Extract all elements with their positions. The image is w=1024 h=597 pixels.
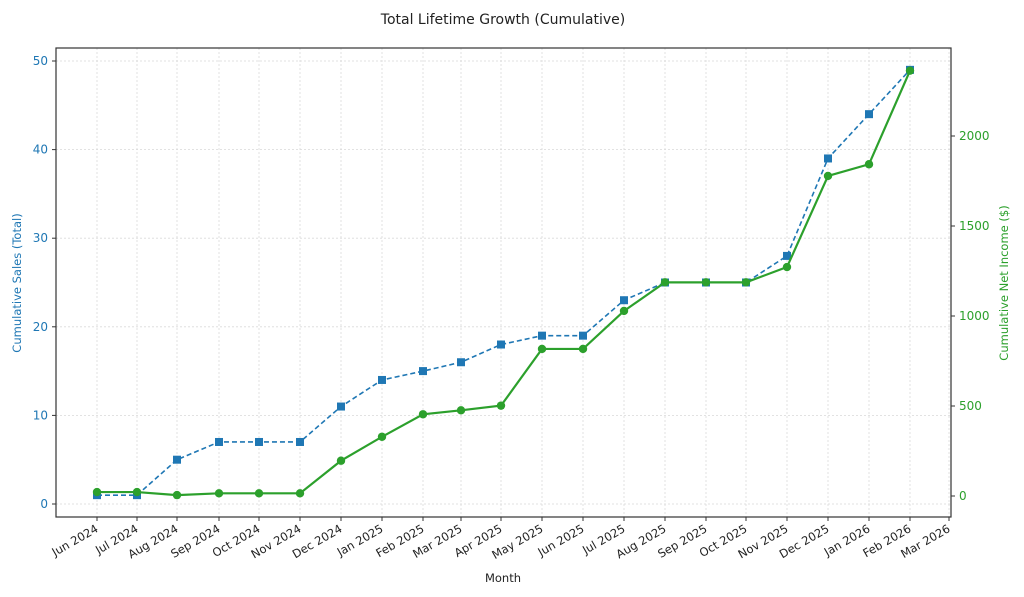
data-point [378, 375, 386, 384]
right-y-axis: 0 500 1000 1500 2000 [951, 129, 990, 503]
data-point [905, 66, 915, 75]
data-point [619, 306, 629, 316]
data-point [620, 296, 628, 305]
data-point [214, 489, 224, 498]
data-point [456, 406, 466, 415]
data-point [741, 278, 751, 287]
grid-lines [56, 48, 951, 517]
data-point [336, 456, 346, 465]
series-line [97, 69, 911, 496]
left-y-axis: 0 10 20 30 40 50 [33, 54, 56, 511]
x-axis-label: Month [485, 571, 521, 585]
plot-area [92, 65, 915, 500]
data-point [782, 262, 792, 272]
data-point [172, 490, 182, 500]
data-point [92, 487, 102, 497]
right-tick-label: 2000 [959, 129, 990, 143]
left-y-axis-label: Cumulative Sales (Total) [10, 213, 24, 352]
plot-frame [55, 47, 952, 518]
right-tick-label: 0 [959, 489, 967, 503]
data-point [537, 344, 547, 354]
data-point [496, 401, 506, 410]
data-point [132, 487, 142, 497]
data-point [497, 340, 505, 349]
left-tick-label: 50 [33, 54, 48, 68]
data-point [865, 110, 873, 119]
data-point [295, 489, 305, 498]
data-point [215, 437, 223, 446]
data-point [660, 278, 670, 287]
series-line [97, 70, 912, 497]
data-point [823, 171, 833, 181]
data-point [296, 437, 304, 446]
data-point [173, 455, 181, 464]
net-income-series [92, 66, 915, 500]
right-y-axis-label: Cumulative Net Income ($) [997, 205, 1011, 360]
data-point [255, 437, 263, 446]
data-point [538, 331, 546, 340]
right-tick-label: 1500 [959, 219, 990, 233]
sales-series [93, 65, 914, 500]
data-point [457, 358, 465, 367]
right-tick-label: 1000 [959, 309, 990, 323]
data-point [579, 331, 587, 340]
data-point [824, 154, 832, 163]
data-point [418, 410, 428, 419]
data-point [783, 251, 791, 260]
left-tick-label: 20 [33, 320, 48, 334]
x-tick-label: Jun 2025 [535, 521, 587, 559]
data-point [337, 402, 345, 411]
data-point [864, 160, 874, 169]
x-tick-label: Jun 2024 [49, 521, 101, 559]
data-point [419, 367, 427, 376]
left-tick-label: 30 [33, 231, 48, 245]
left-tick-label: 40 [33, 143, 48, 157]
right-tick-label: 500 [959, 399, 982, 413]
chart-title: Total Lifetime Growth (Cumulative) [380, 12, 625, 28]
data-point [578, 344, 588, 354]
left-tick-label: 10 [33, 408, 48, 422]
data-point [377, 432, 387, 441]
data-point [254, 489, 264, 498]
data-point [701, 278, 711, 287]
left-tick-label: 0 [40, 497, 48, 511]
